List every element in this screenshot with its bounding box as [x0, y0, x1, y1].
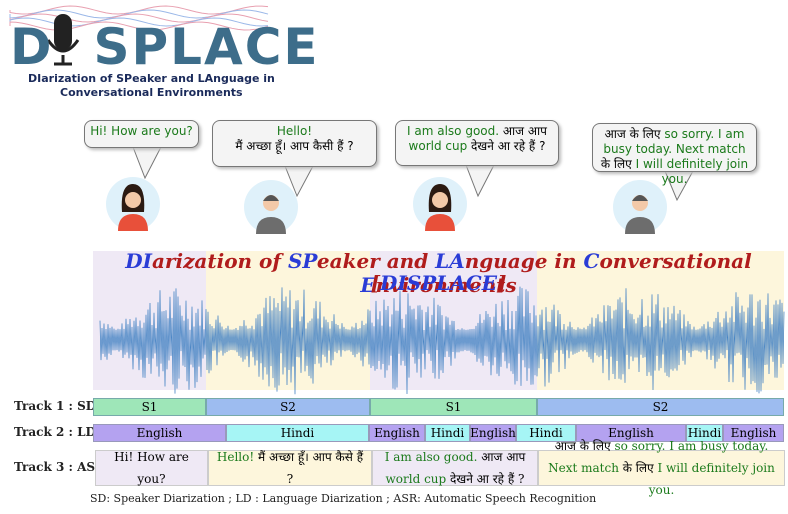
avatar-body — [256, 217, 286, 234]
text-part: आज आप — [499, 124, 547, 138]
text-part: Hello! — [216, 450, 255, 464]
track-label: Track 1 : SD — [14, 399, 97, 413]
mic-stand — [46, 39, 80, 66]
waveform — [99, 286, 785, 395]
bubble-tail — [284, 165, 314, 198]
language-segment: Hindi — [425, 424, 470, 442]
speech-bubble: Hello! मैं अच्छा हूँ। आप कैसी हैं ? — [212, 120, 377, 167]
language-segment: English — [576, 424, 686, 442]
text-part: के लिए — [600, 157, 636, 171]
text-part: मैं अच्छा हूँ। आप कैसी हैं ? — [235, 139, 354, 153]
language-segment: English — [93, 424, 226, 442]
speaker-segment: S2 — [537, 398, 784, 416]
title: DIarization of SPeaker and LAnguage in C… — [125, 249, 752, 297]
avatar-body — [425, 214, 455, 231]
bubble-tail — [465, 164, 495, 198]
text-part: so sorry. I am busy today. Next match — [548, 439, 769, 475]
speaker-segment: S1 — [370, 398, 537, 416]
logo-right: SPLACE — [93, 18, 320, 76]
transcript-cell: I am also good. आज आप world cup देखने आ … — [372, 450, 538, 486]
speech-bubble: I am also good. आज आप world cup देखने आ … — [395, 120, 559, 166]
text-part: देखने आ रहे हैं ? — [467, 139, 546, 153]
avatar-head — [125, 192, 141, 208]
logo-wave — [9, 9, 269, 19]
language-segment: Hindi — [686, 424, 723, 442]
transcript-cell: आज के लिए so sorry. I am busy today. Nex… — [538, 439, 785, 497]
logo-wave — [9, 21, 269, 31]
transcript-text: I am also good. आज आप world cup देखने आ … — [376, 446, 534, 490]
bubble-tail — [132, 146, 162, 180]
track-label: Track 2 : LD — [14, 425, 96, 439]
transcript-text: आज के लिए so sorry. I am busy today. Nex… — [542, 435, 781, 501]
avatar-body — [625, 217, 655, 234]
language-segment: Hindi — [226, 424, 369, 442]
text-part: देखने आ रहे हैं ? — [446, 472, 525, 486]
title: [DISPLACE] — [370, 271, 507, 295]
logo-subtitle: Conversational Environments — [60, 86, 243, 99]
text-part: I will definitely join you. — [648, 461, 775, 497]
text-part: आज के लिए — [554, 439, 615, 453]
speech-bubble: आज के लिए so sorry. I am busy today. Nex… — [592, 123, 757, 186]
transcript-cell: Hello! मैं अच्छा हूँ। आप कैसे हैं ? — [208, 450, 372, 486]
transcript-text: Hi! How are you? — [99, 446, 204, 490]
language-segment: English — [470, 424, 516, 442]
text-part: I will definitely join you. — [635, 157, 749, 186]
text-part: आज आप — [477, 450, 526, 464]
text-part: world cup — [385, 472, 447, 486]
text-part: Hi! How are you? — [114, 450, 189, 486]
mic — [54, 14, 72, 50]
avatar-head — [432, 192, 448, 208]
text-part: के लिए — [618, 461, 658, 475]
logo-left: D — [10, 18, 54, 76]
language-segment: Hindi — [516, 424, 576, 442]
text-part: so sorry. I am busy today. Next match — [603, 127, 746, 156]
text-part: world cup — [408, 139, 468, 153]
logo-wave — [9, 13, 269, 23]
avatar-hair — [632, 195, 648, 201]
footnote: SD: Speaker Diarization ; LD : Language … — [90, 492, 597, 505]
text-part: I am also good. — [384, 450, 478, 464]
transcript-text: Hello! मैं अच्छा हूँ। आप कैसे हैं ? — [212, 446, 368, 490]
text-part: I am also good. — [407, 124, 500, 138]
text-part: Hello! — [276, 124, 313, 138]
speech-bubble: Hi! How are you? — [84, 120, 199, 148]
track-label: Track 3 : ASR — [14, 460, 106, 474]
logo-subtitle: DIarization of SPeaker and LAnguage in — [28, 72, 275, 85]
logo: D SPLACE — [10, 18, 320, 76]
language-segment: English — [723, 424, 784, 442]
text-part: मैं अच्छा हूँ। आप कैसे हैं ? — [254, 450, 364, 486]
language-segment: English — [369, 424, 425, 442]
transcript-cell: Hi! How are you? — [95, 450, 208, 486]
text-part: Hi! How are you? — [90, 124, 193, 138]
logo-wave — [9, 17, 269, 27]
speaker-segment: S2 — [206, 398, 370, 416]
avatar-body — [118, 214, 148, 231]
bubble-tail — [664, 170, 694, 202]
speaker-segment: S1 — [93, 398, 206, 416]
text-part: आज के लिए — [604, 127, 665, 141]
avatar-hair — [263, 195, 279, 201]
